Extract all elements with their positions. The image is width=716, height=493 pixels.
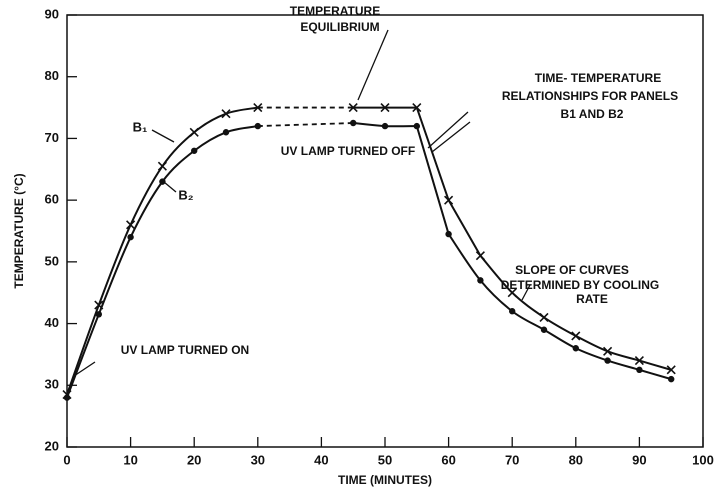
x-marker bbox=[666, 365, 676, 375]
annotation: RATE bbox=[576, 292, 608, 306]
leader-line bbox=[73, 361, 96, 377]
dot-marker bbox=[636, 366, 643, 374]
series-line bbox=[415, 107, 450, 201]
dot-marker bbox=[95, 311, 103, 318]
x-marker bbox=[126, 220, 136, 230]
y-tick-label: 80 bbox=[45, 68, 59, 83]
y-tick-label: 60 bbox=[45, 192, 59, 207]
leaders bbox=[73, 29, 531, 377]
x-tick-label: 10 bbox=[123, 452, 137, 467]
dot-marker bbox=[350, 119, 357, 127]
annotation: UV LAMP TURNED OFF bbox=[281, 144, 415, 158]
dot-marker bbox=[604, 357, 611, 364]
x-tick-label: 80 bbox=[569, 452, 583, 467]
annotation: TIME- TEMPERATURE bbox=[535, 71, 661, 85]
x-marker bbox=[221, 109, 231, 119]
x-marker bbox=[348, 103, 358, 113]
y-tick-label: 50 bbox=[45, 253, 59, 268]
annotation: UV LAMP TURNED ON bbox=[121, 343, 249, 357]
annotation: EQUILIBRIUM bbox=[300, 20, 379, 34]
series-line bbox=[447, 199, 482, 257]
y-tick-label: 40 bbox=[45, 315, 59, 330]
equilibrium-dash bbox=[257, 122, 354, 127]
dot-marker bbox=[413, 122, 420, 130]
dot-marker bbox=[477, 277, 484, 284]
annotation: DETERMINED BY COOLING bbox=[501, 278, 659, 292]
x-marker bbox=[380, 103, 390, 113]
leader-line bbox=[521, 284, 531, 301]
dot-marker bbox=[668, 375, 675, 383]
y-tick-label: 90 bbox=[45, 6, 59, 21]
leader-line bbox=[151, 129, 175, 143]
series-line bbox=[447, 233, 672, 381]
y-tick-label: 30 bbox=[45, 377, 59, 392]
x-tick-label: 100 bbox=[692, 452, 714, 467]
leader-line bbox=[163, 181, 177, 193]
dot-marker bbox=[222, 129, 230, 136]
x-tick-label: 60 bbox=[441, 452, 455, 467]
x-marker bbox=[539, 312, 549, 322]
dot-marker bbox=[540, 326, 548, 333]
annotation: SLOPE OF CURVES bbox=[515, 263, 629, 277]
x-marker bbox=[189, 127, 199, 137]
x-tick-label: 40 bbox=[314, 452, 328, 467]
leader-line bbox=[427, 111, 471, 153]
dot-marker bbox=[254, 122, 261, 130]
y-tick-label: 20 bbox=[45, 438, 59, 453]
x-tick-label: 0 bbox=[63, 452, 70, 467]
dot-marker bbox=[191, 147, 198, 154]
x-tick-label: 50 bbox=[378, 452, 392, 467]
dot-marker bbox=[159, 178, 166, 185]
x-tick-label: 90 bbox=[632, 452, 646, 467]
annotation: B1 AND B2 bbox=[561, 107, 624, 121]
series-line bbox=[415, 125, 450, 235]
dot-marker bbox=[63, 394, 71, 401]
series-label: B₁ bbox=[133, 119, 148, 134]
dot-marker bbox=[572, 345, 579, 352]
x-marker bbox=[603, 346, 613, 356]
x-tick-label: 20 bbox=[187, 452, 201, 467]
dot-marker bbox=[127, 233, 134, 241]
x-marker bbox=[412, 103, 422, 113]
x-marker bbox=[475, 251, 485, 261]
dot-marker bbox=[445, 230, 452, 238]
annotation: RELATIONSHIPS FOR PANELS bbox=[502, 89, 678, 103]
annotation: TEMPERATURE bbox=[290, 4, 380, 18]
x-axis-label: TIME (MINUTES) bbox=[338, 473, 432, 487]
leader-line bbox=[357, 29, 389, 101]
x-marker bbox=[444, 195, 454, 205]
x-marker bbox=[571, 331, 581, 341]
x-marker bbox=[157, 161, 167, 171]
dot-marker bbox=[509, 308, 516, 315]
y-axis-label: TEMPERATURE (°C) bbox=[12, 173, 26, 288]
x-marker bbox=[634, 356, 644, 366]
x-tick-label: 30 bbox=[251, 452, 265, 467]
x-marker bbox=[507, 288, 517, 298]
y-tick-label: 70 bbox=[45, 130, 59, 145]
x-marker bbox=[253, 103, 263, 113]
series-label: B₂ bbox=[178, 187, 193, 202]
x-tick-label: 70 bbox=[505, 452, 519, 467]
dot-marker bbox=[381, 122, 389, 130]
